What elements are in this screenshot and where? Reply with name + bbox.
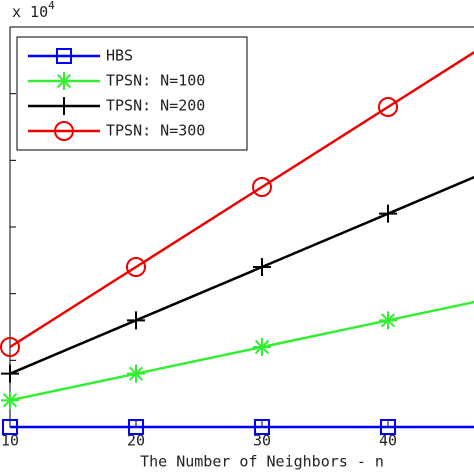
legend-label: HBS — [106, 47, 133, 65]
x-tick-label: 10 — [1, 432, 19, 450]
x-tick-label: 20 — [127, 432, 145, 450]
y-multiplier: x 104 — [12, 0, 55, 21]
series-line — [9, 175, 474, 375]
marker — [378, 97, 398, 117]
marker — [126, 257, 146, 277]
legend: HBS TPSN: N=100 TPSN: N=200 TPSN: N=300 — [16, 36, 248, 151]
marker — [127, 364, 145, 383]
marker — [127, 311, 145, 330]
legend-label: TPSN: N=100 — [106, 72, 205, 90]
multiplier-exponent: 4 — [48, 0, 55, 12]
legend-marker — [55, 97, 73, 115]
marker — [380, 419, 396, 435]
legend-label: TPSN: N=200 — [106, 97, 205, 115]
marker — [254, 419, 270, 435]
legend-label: TPSN: N=300 — [106, 122, 205, 140]
marker — [252, 177, 272, 197]
legend-marker — [54, 121, 74, 141]
series-line — [9, 50, 474, 349]
marker — [379, 204, 397, 223]
plot-area — [0, 50, 474, 435]
marker — [1, 364, 19, 383]
series-line — [9, 300, 474, 402]
marker — [2, 419, 18, 435]
marker — [253, 258, 271, 276]
legend-marker — [55, 72, 73, 90]
marker — [128, 419, 144, 435]
x-tick-label: 30 — [253, 432, 271, 450]
legend-marker — [56, 48, 72, 64]
x-tick-label: 40 — [379, 432, 397, 450]
multiplier-base: x 10 — [12, 3, 48, 21]
x-axis-label: The Number of Neighbors - n — [140, 453, 384, 471]
marker — [1, 391, 19, 410]
marker — [253, 338, 271, 356]
marker — [379, 311, 397, 330]
marker — [0, 337, 20, 357]
